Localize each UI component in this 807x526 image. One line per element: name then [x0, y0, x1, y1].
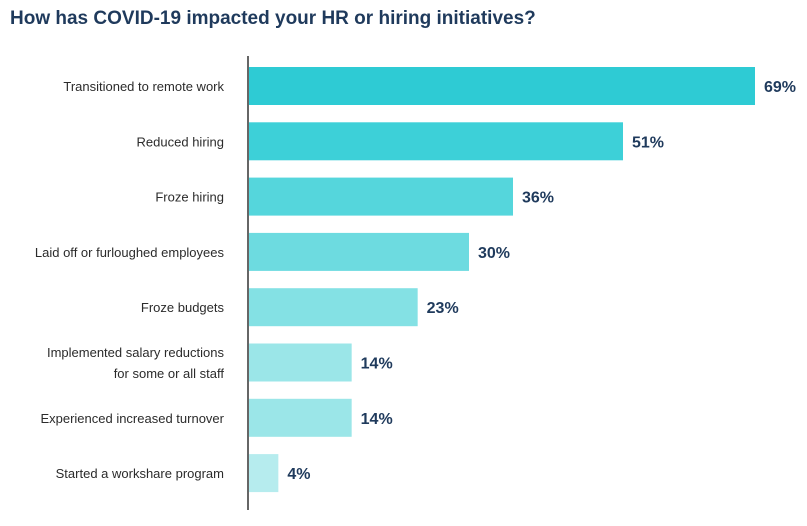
- bar-1: [249, 122, 623, 161]
- category-label-7: Started a workshare program: [56, 466, 224, 481]
- value-label-3: 30%: [478, 245, 510, 262]
- bar-5: [249, 343, 352, 382]
- bar-0: [249, 67, 755, 105]
- value-label-4: 23%: [427, 300, 459, 317]
- category-label-6: Experienced increased turnover: [40, 411, 224, 426]
- value-label-2: 36%: [522, 190, 554, 207]
- category-label-0: Transitioned to remote work: [63, 79, 224, 94]
- value-label-0: 69%: [764, 79, 796, 96]
- category-label-4: Froze budgets: [141, 300, 225, 315]
- value-label-1: 51%: [632, 134, 664, 151]
- bar-7: [249, 454, 279, 493]
- category-label-5-line-0: Implemented salary reductions: [47, 345, 225, 360]
- category-label-1: Reduced hiring: [137, 134, 224, 149]
- value-label-6: 14%: [361, 411, 393, 428]
- category-label-3: Laid off or furloughed employees: [35, 245, 225, 260]
- value-label-5: 14%: [361, 356, 393, 373]
- value-label-7: 4%: [287, 466, 310, 483]
- bar-6: [249, 398, 352, 437]
- bar-3: [249, 232, 469, 271]
- category-label-5-line-1: for some or all staff: [114, 366, 225, 381]
- bar-4: [249, 288, 418, 327]
- category-label-2: Froze hiring: [155, 190, 224, 205]
- chart-title: How has COVID-19 impacted your HR or hir…: [10, 8, 536, 29]
- bar-2: [249, 177, 513, 216]
